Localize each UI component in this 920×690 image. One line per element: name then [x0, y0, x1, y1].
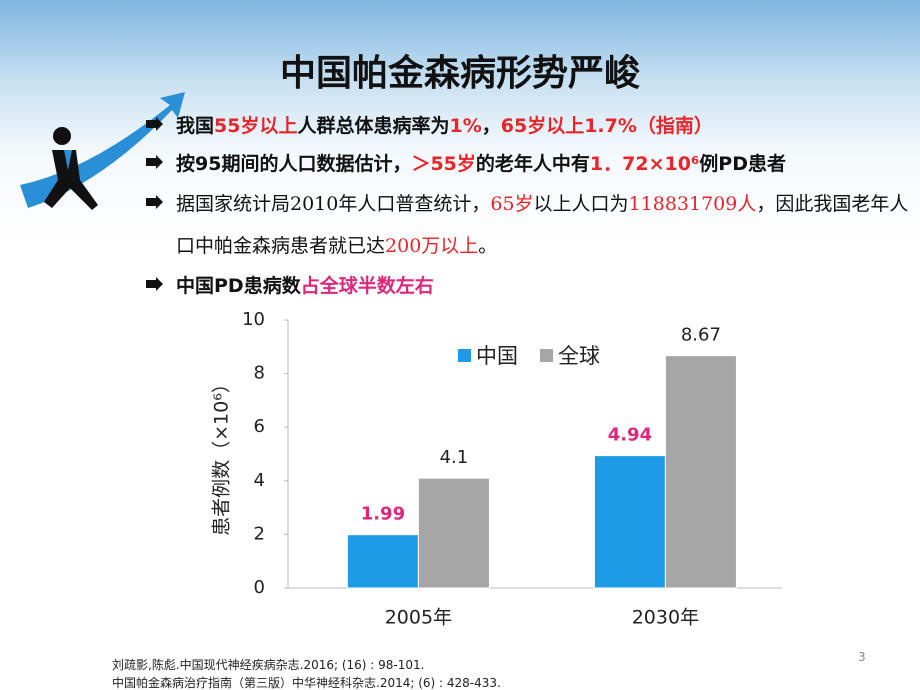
reference: 刘疏影,陈彪.中国现代神经疾病杂志.2016; (16) : 98-101. — [112, 658, 425, 672]
bullet: 据国家统计局2010年人口普查统计，65岁以上人口为118831709人，因此我… — [146, 183, 916, 267]
legend-swatch — [540, 349, 553, 362]
y-tick-label: 6 — [254, 416, 265, 437]
bullet-marker — [146, 155, 163, 169]
bullet: 我国55岁以上人群总体患病率为1%，65岁以上1.7%（指南） — [146, 105, 916, 147]
x-tick-label: 2005年 — [385, 607, 452, 629]
text-run: 占全球半数左右 — [300, 275, 434, 297]
text-run: 1% — [449, 115, 482, 137]
bullet-marker — [146, 117, 163, 131]
value-label: 4.1 — [440, 447, 469, 468]
title: 中国帕金森病形势严峻 — [279, 53, 640, 94]
y-tick-label: 2 — [254, 523, 265, 544]
reference: 中国帕金森病治疗指南（第三版）中华神经科杂志.2014; (6) : 428-4… — [112, 676, 501, 690]
bullet-text: 中国PD患病数占全球半数左右 — [176, 265, 916, 307]
legend-swatch — [458, 349, 471, 362]
bullet: 中国PD患病数占全球半数左右 — [146, 265, 916, 307]
text-run: 按95期间的人口数据估计， — [176, 153, 412, 175]
text-run: 人群总体患病率为 — [297, 115, 450, 137]
text-run: 65岁以上1.7%（指南） — [500, 115, 713, 137]
bar — [346, 534, 419, 589]
value-label: 4.94 — [608, 425, 652, 446]
legend-label: 中国 — [476, 344, 518, 368]
value-label: 1.99 — [361, 504, 405, 525]
page-number: 3 — [858, 650, 866, 664]
bullet-text: 据国家统计局2010年人口普查统计，65岁以上人口为118831709人，因此我… — [176, 183, 916, 267]
text-run: 1．72×10⁶ — [589, 153, 700, 175]
text-run: 。 — [478, 235, 498, 257]
text-run: 200万以上 — [385, 235, 479, 257]
text-run: 以上人口为 — [533, 193, 629, 215]
legend-label: 全球 — [558, 344, 600, 368]
text-run: 65岁 — [490, 193, 534, 215]
text-run: 中国PD患病数 — [176, 275, 301, 297]
text-run: 118831709人 — [628, 193, 757, 215]
text-run: ，因此我国老年人口中帕金森病患者就已达 — [176, 193, 909, 257]
y-tick-label: 10 — [242, 309, 265, 330]
y-axis-label: 患者例数（×10⁶） — [211, 374, 233, 536]
text-run: 据国家统计局2010年人口普查统计， — [176, 193, 491, 215]
value-label: 8.67 — [681, 325, 721, 346]
bullet-marker — [146, 195, 163, 209]
x-tick-label: 2030年 — [632, 607, 699, 629]
bullet-text: 我国55岁以上人群总体患病率为1%，65岁以上1.7%（指南） — [176, 105, 916, 147]
text-run: 我国 — [176, 115, 215, 137]
text-run: 的老年人中有 — [475, 153, 590, 175]
text-run: 55岁以上 — [214, 115, 298, 137]
bar — [593, 455, 666, 589]
y-tick-label: 8 — [254, 363, 265, 384]
icon — [20, 92, 185, 210]
bullet: 按95期间的人口数据估计，＞55岁的老年人中有1．72×10⁶例PD患者 — [146, 143, 916, 185]
text-run: ＞55岁 — [411, 153, 476, 175]
text-run: ， — [481, 115, 501, 137]
bar — [417, 477, 490, 589]
text-run: 例PD患者 — [699, 153, 786, 175]
bullet-text: 按95期间的人口数据估计，＞55岁的老年人中有1．72×10⁶例PD患者 — [176, 143, 916, 185]
y-tick-label: 4 — [254, 470, 265, 491]
bar — [664, 355, 737, 589]
bullet-marker — [146, 277, 163, 291]
y-tick-label: 0 — [254, 577, 265, 598]
